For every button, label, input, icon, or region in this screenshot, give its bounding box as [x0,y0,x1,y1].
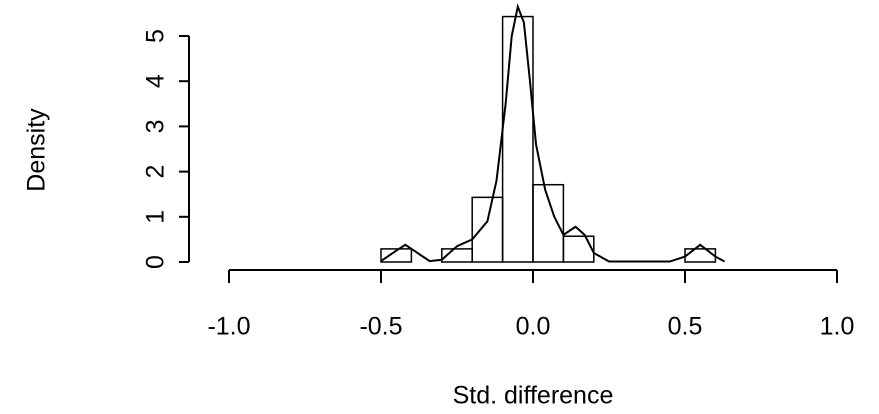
bar [471,196,504,263]
x-tick-label: 1.0 [820,313,855,341]
x-tick-label: 0.0 [516,313,551,341]
y-tick-label: 1 [142,210,170,224]
y-tick-label: 0 [142,255,170,269]
x-tick-label: -0.5 [359,313,402,341]
density-line [380,3,725,263]
bar [532,183,565,263]
bar [501,15,534,263]
x-tick-label: -1.0 [207,313,250,341]
y-tick-label: 2 [142,165,170,179]
x-tick-label: 0.5 [668,313,703,341]
y-tick-label: 3 [142,119,170,133]
y-axis-label: Density [23,108,51,192]
bar [380,248,413,263]
bar [562,235,595,263]
y-tick-label: 4 [142,74,170,88]
x-axis-label: Std. difference [453,382,614,410]
bar [684,248,717,263]
y-tick-label: 5 [142,29,170,43]
